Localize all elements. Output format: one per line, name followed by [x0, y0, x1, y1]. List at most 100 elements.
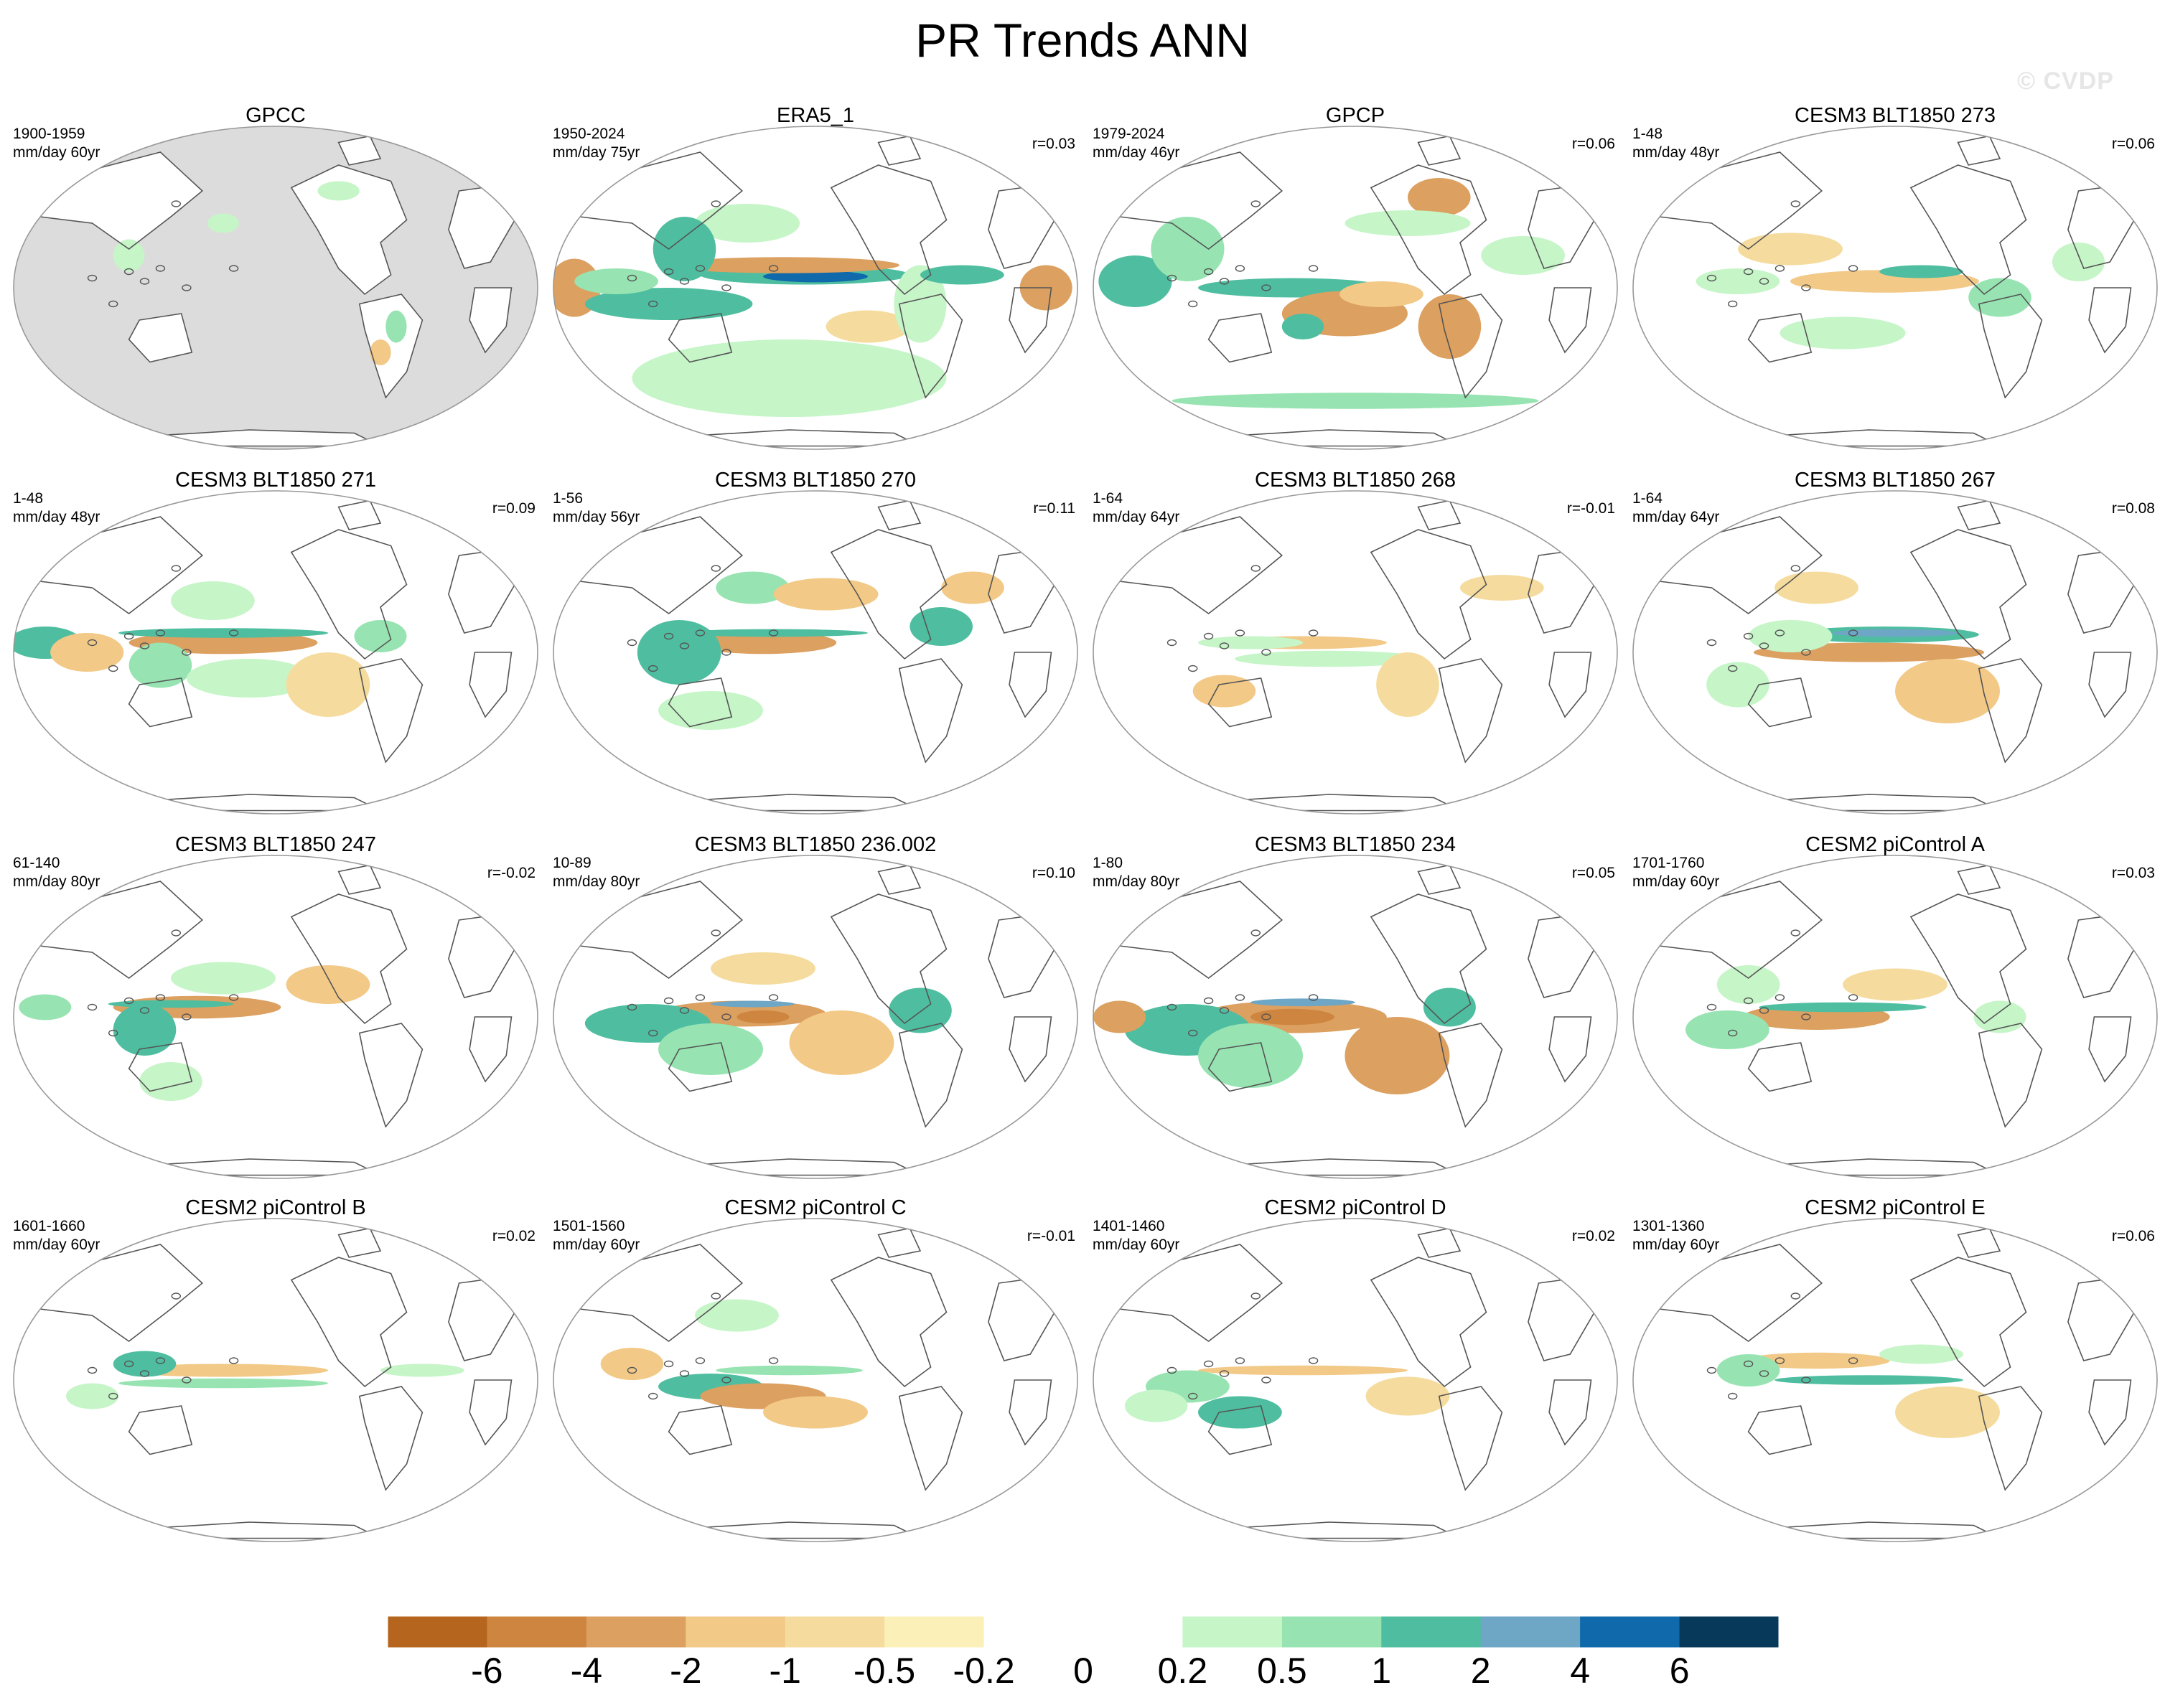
panel-title: CESM3 BLT1850 267 [1795, 469, 1996, 492]
robinson-map [1093, 490, 1618, 815]
coastline [1909, 164, 2027, 296]
island-outline [1261, 1376, 1271, 1384]
colorbar-swatch [1381, 1616, 1482, 1648]
trend-patch [1774, 571, 1858, 604]
panel-period: 1900-1959 [13, 126, 85, 142]
trend-patch [113, 1004, 177, 1056]
trend-patch [789, 1010, 894, 1075]
island-outline [108, 665, 118, 672]
trend-patch [370, 339, 391, 365]
colorbar-swatch [1679, 1616, 1780, 1648]
island-outline [182, 1376, 192, 1384]
coastline [128, 1405, 193, 1455]
panel-period: 1-64 [1632, 490, 1663, 507]
panel-title: CESM2 piControl B [185, 1196, 366, 1219]
island-outline [768, 629, 779, 637]
island-outline [228, 629, 239, 637]
trend-patch [354, 620, 407, 652]
coastline [1118, 881, 1283, 979]
coastline [1978, 658, 2043, 764]
island-outline [679, 1370, 690, 1377]
panel-period: 1701-1760 [1632, 855, 1705, 871]
trend-patch [1716, 965, 1780, 1004]
coastline [128, 313, 193, 363]
island-outline [721, 284, 731, 291]
island-outline [155, 1357, 166, 1364]
trend-patch [1759, 1002, 1927, 1013]
coastline [358, 294, 424, 399]
coastline [2088, 1016, 2132, 1083]
coastline [1747, 1405, 1813, 1455]
coastline [358, 658, 424, 764]
island-outline [1743, 268, 1754, 276]
trend-patch [1339, 281, 1423, 307]
colorbar-label: 0.2 [1157, 1651, 1208, 1691]
island-outline [1166, 274, 1177, 282]
trend-patch [1738, 233, 1843, 266]
trend-patch [668, 257, 899, 273]
panel-units: mm/day 80yr [553, 873, 640, 890]
coastline [668, 1042, 733, 1092]
coastline [290, 1257, 408, 1388]
coastline [1207, 313, 1273, 363]
trend-patch [1968, 278, 2031, 317]
island-outline [1235, 265, 1245, 272]
island-outline [768, 265, 779, 272]
trend-patch [679, 629, 868, 637]
island-outline [768, 994, 779, 1001]
coastline [1909, 1257, 2027, 1388]
island-outline [155, 994, 166, 1001]
island-outline [1790, 1292, 1801, 1300]
map-frame [553, 855, 1078, 1179]
colorbar-label: -0.5 [854, 1651, 916, 1691]
map-background [14, 491, 538, 814]
panel-units: mm/day 64yr [1632, 509, 1720, 525]
island-outline [1187, 665, 1198, 672]
coastline [898, 1386, 963, 1491]
trend-patch [920, 265, 1004, 285]
trend-patch [689, 631, 837, 654]
trend-patch [286, 652, 370, 717]
island-outline [139, 1370, 150, 1377]
panel-period: 1-80 [1093, 855, 1123, 871]
trend-patch [574, 268, 658, 294]
coastline [1978, 294, 2043, 399]
robinson-map [553, 1218, 1078, 1542]
trend-patch [1895, 1386, 2000, 1438]
coastline [39, 151, 204, 250]
island-outline [1759, 1370, 1769, 1377]
page-title: PR Trends ANN [915, 14, 1250, 67]
coastline [1417, 864, 1462, 895]
robinson-map [553, 126, 1078, 450]
robinson-map [13, 126, 538, 450]
trend-patch [171, 581, 255, 620]
island-outline [1801, 284, 1811, 291]
panel-period: 1-56 [553, 490, 584, 507]
coastline [579, 881, 744, 979]
trend-patch [1250, 1008, 1334, 1026]
map-frame [13, 855, 538, 1179]
trend-patch [826, 310, 910, 343]
island-outline [627, 1003, 637, 1011]
panel-title: CESM3 BLT1850 234 [1255, 833, 1456, 856]
colorbar-label: -6 [471, 1651, 503, 1691]
trend-patch [711, 1000, 795, 1008]
panel-correlation: r=0.03 [1032, 136, 1075, 152]
coastline [337, 135, 382, 166]
panel-correlation: r=-0.01 [1027, 1228, 1075, 1244]
panel-units: mm/day 46yr [1093, 144, 1180, 161]
coastline [1118, 516, 1283, 614]
island-outline [1743, 632, 1754, 640]
colorbar-label: -2 [670, 1651, 702, 1691]
map-panel: CESM3 BLT1850 247 61-140 mm/day 80yr r=-0.0… [10, 832, 541, 1179]
trend-patch [1192, 675, 1256, 708]
panel-title: CESM2 piControl E [1805, 1196, 1986, 1219]
island-outline [1219, 278, 1230, 285]
coastline [1370, 164, 1487, 296]
coastline [337, 499, 382, 530]
island-outline [1203, 1360, 1214, 1368]
coastline [128, 1042, 193, 1092]
island-outline [1203, 268, 1214, 276]
panel-period: 1501-1560 [553, 1218, 625, 1234]
